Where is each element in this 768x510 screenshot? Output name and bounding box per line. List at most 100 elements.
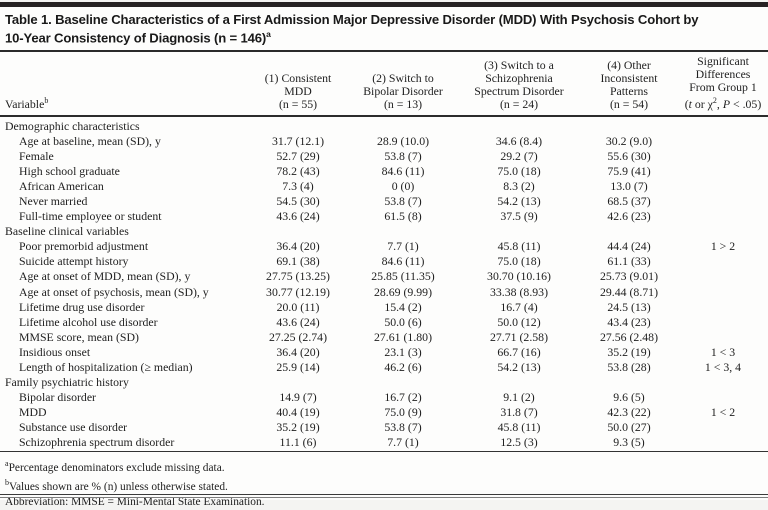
- row-label: Lifetime alcohol use disorder: [19, 314, 158, 329]
- row-label: Female: [19, 148, 54, 163]
- table-cell: 42.6 (23): [607, 209, 651, 224]
- row-label: Never married: [19, 193, 88, 208]
- table-row: Poor premorbid adjustment 36.4 (20) 7.7 (1…: [0, 239, 768, 254]
- footnote: aPercentage denominators exclude missing…: [5, 458, 225, 474]
- table-cell: [248, 116, 348, 134]
- row-label: Lifetime drug use disorder: [19, 299, 145, 314]
- table-cell: 36.4 (20): [276, 239, 320, 254]
- table-cell: 31.7 (12.1): [271, 133, 325, 148]
- table-cell: [678, 315, 768, 330]
- row-label: Poor premorbid adjustment: [19, 239, 149, 254]
- table-cell: 9.6 (5): [613, 390, 645, 405]
- column-header-line: (1) Consistent: [264, 70, 332, 85]
- table-cell: 12.5 (3): [458, 435, 580, 452]
- table-cell: 1 > 2: [710, 239, 736, 254]
- table-cell: 9.1 (2): [503, 390, 535, 405]
- table-cell: [348, 116, 458, 134]
- table-cell: [580, 116, 678, 134]
- table-cell: 75.0 (18): [497, 163, 541, 178]
- baseline-characteristics-table: Variableb (1) Consistent MDD (n = 55) (2) S…: [0, 51, 768, 452]
- column-header-line: MDD: [284, 84, 312, 99]
- row-label: Substance use disorder: [19, 420, 128, 435]
- table-cell: 75.0 (18): [497, 254, 541, 269]
- table-cell: 1 < 3: [710, 344, 736, 359]
- table-cell: 7.3 (4): [282, 178, 314, 193]
- table-row: Female 52.7 (29) 53.8 (7) 29.2 (7) 55.6 (30): [0, 149, 768, 164]
- table-cell: 9.3 (5): [580, 435, 678, 452]
- table-cell: 53.8 (7): [384, 193, 422, 208]
- table-cell: [458, 116, 580, 134]
- table-cell: 27.71 (2.58): [490, 329, 548, 344]
- formula-segment: P: [722, 97, 731, 112]
- formula-segment: t: [688, 97, 692, 112]
- table-cell: 43.4 (23): [607, 314, 651, 329]
- table-cell: 11.1 (6): [248, 435, 348, 452]
- table-cell: [458, 224, 580, 239]
- row-label: Age at baseline, mean (SD), y: [19, 133, 161, 148]
- table-cell: 61.5 (8): [384, 209, 422, 224]
- table-cell: 42.3 (22): [607, 405, 651, 420]
- table-cell: 13.0 (7): [610, 178, 648, 193]
- table-row: Substance use disorder 35.2 (19) 53.8 (7) 4…: [0, 420, 768, 435]
- table-cell: [678, 179, 768, 194]
- table-cell: 30.70 (10.16): [487, 269, 551, 284]
- group-column-header: (3) Switch to a Schizophrenia Spectrum Dis…: [458, 51, 580, 117]
- table-cell: 27.56 (2.48): [600, 329, 658, 344]
- row-label: Length of hospitalization (≥ median): [19, 360, 193, 374]
- table-title-line: 10-Year Consistency of Diagnosis (n = 14…: [5, 29, 271, 46]
- table-cell: [678, 194, 768, 209]
- row-label: High school graduate: [19, 163, 120, 178]
- table-cell: [678, 134, 768, 149]
- table-row: Insidious onset 36.4 (20) 23.1 (3) 66.7 (16…: [0, 345, 768, 360]
- column-header-line: Patterns: [609, 84, 648, 99]
- variable-column-header: Variableb: [0, 51, 248, 117]
- row-label: Schizophrenia spectrum disorder: [0, 435, 248, 452]
- table-row: Length of hospitalization (≥ median) 25.9…: [0, 360, 768, 375]
- table-row: Age at baseline, mean (SD), y 31.7 (12.1)…: [0, 134, 768, 149]
- table-cell: 36.4 (20): [276, 344, 320, 359]
- table-cell: 46.2 (6): [384, 360, 422, 374]
- column-header-line: Differences: [695, 66, 751, 81]
- table-cell: [580, 375, 678, 390]
- formula-segment: (: [684, 97, 689, 112]
- table-cell: [678, 254, 768, 269]
- formula-segment: ,: [716, 97, 723, 112]
- table-cell: 25.9 (14): [276, 360, 320, 374]
- section-row: Demographic characteristics: [0, 116, 768, 134]
- table-cell: 53.8 (7): [384, 420, 422, 435]
- table-cell: 20.0 (11): [276, 299, 320, 314]
- table-row: High school graduate 78.2 (43) 84.6 (11) 75…: [0, 164, 768, 179]
- table-cell: 27.61 (1.80): [374, 329, 432, 344]
- table-row: Suicide attempt history 69.1 (38) 84.6 (11…: [0, 254, 768, 269]
- table-cell: [678, 224, 768, 239]
- table-cell: 50.0 (27): [607, 420, 651, 435]
- column-header-line: Spectrum Disorder: [474, 84, 564, 99]
- column-header-line: (3) Switch to a: [484, 57, 554, 72]
- formula-segment: or χ: [691, 97, 713, 112]
- table-cell: 35.2 (19): [276, 420, 320, 435]
- table-cell: 55.6 (30): [607, 148, 651, 163]
- table-header: Variableb (1) Consistent MDD (n = 55) (2) S…: [0, 51, 768, 117]
- table-cell: [348, 224, 458, 239]
- table-row: MMSE score, mean (SD) 27.25 (2.74) 27.61 (…: [0, 330, 768, 345]
- column-header-line: (2) Switch to: [372, 70, 434, 85]
- row-label: Baseline clinical variables: [5, 224, 129, 239]
- table-cell: 35.2 (19): [607, 344, 651, 359]
- table-cell: 43.6 (24): [276, 314, 320, 329]
- table-cell: [678, 285, 768, 300]
- table-cell: [678, 420, 768, 435]
- table-cell: [678, 164, 768, 179]
- variable-header-superscript: b: [44, 96, 49, 106]
- table-cell: 75.0 (9): [384, 405, 422, 420]
- table-cell: [678, 375, 768, 390]
- table-cell: 50.0 (6): [384, 314, 422, 329]
- table-cell: [580, 224, 678, 239]
- column-header-line: (n = 24): [499, 97, 539, 112]
- table-cell: 28.9 (10.0): [376, 133, 430, 148]
- row-label: Full-time employee or student: [19, 209, 162, 224]
- section-row: Family psychiatric history: [0, 375, 768, 390]
- table-row: Age at onset of MDD, mean (SD), y 27.75 (…: [0, 269, 768, 284]
- table-cell: 30.2 (9.0): [605, 133, 653, 148]
- table-cell: 84.6 (11): [381, 163, 425, 178]
